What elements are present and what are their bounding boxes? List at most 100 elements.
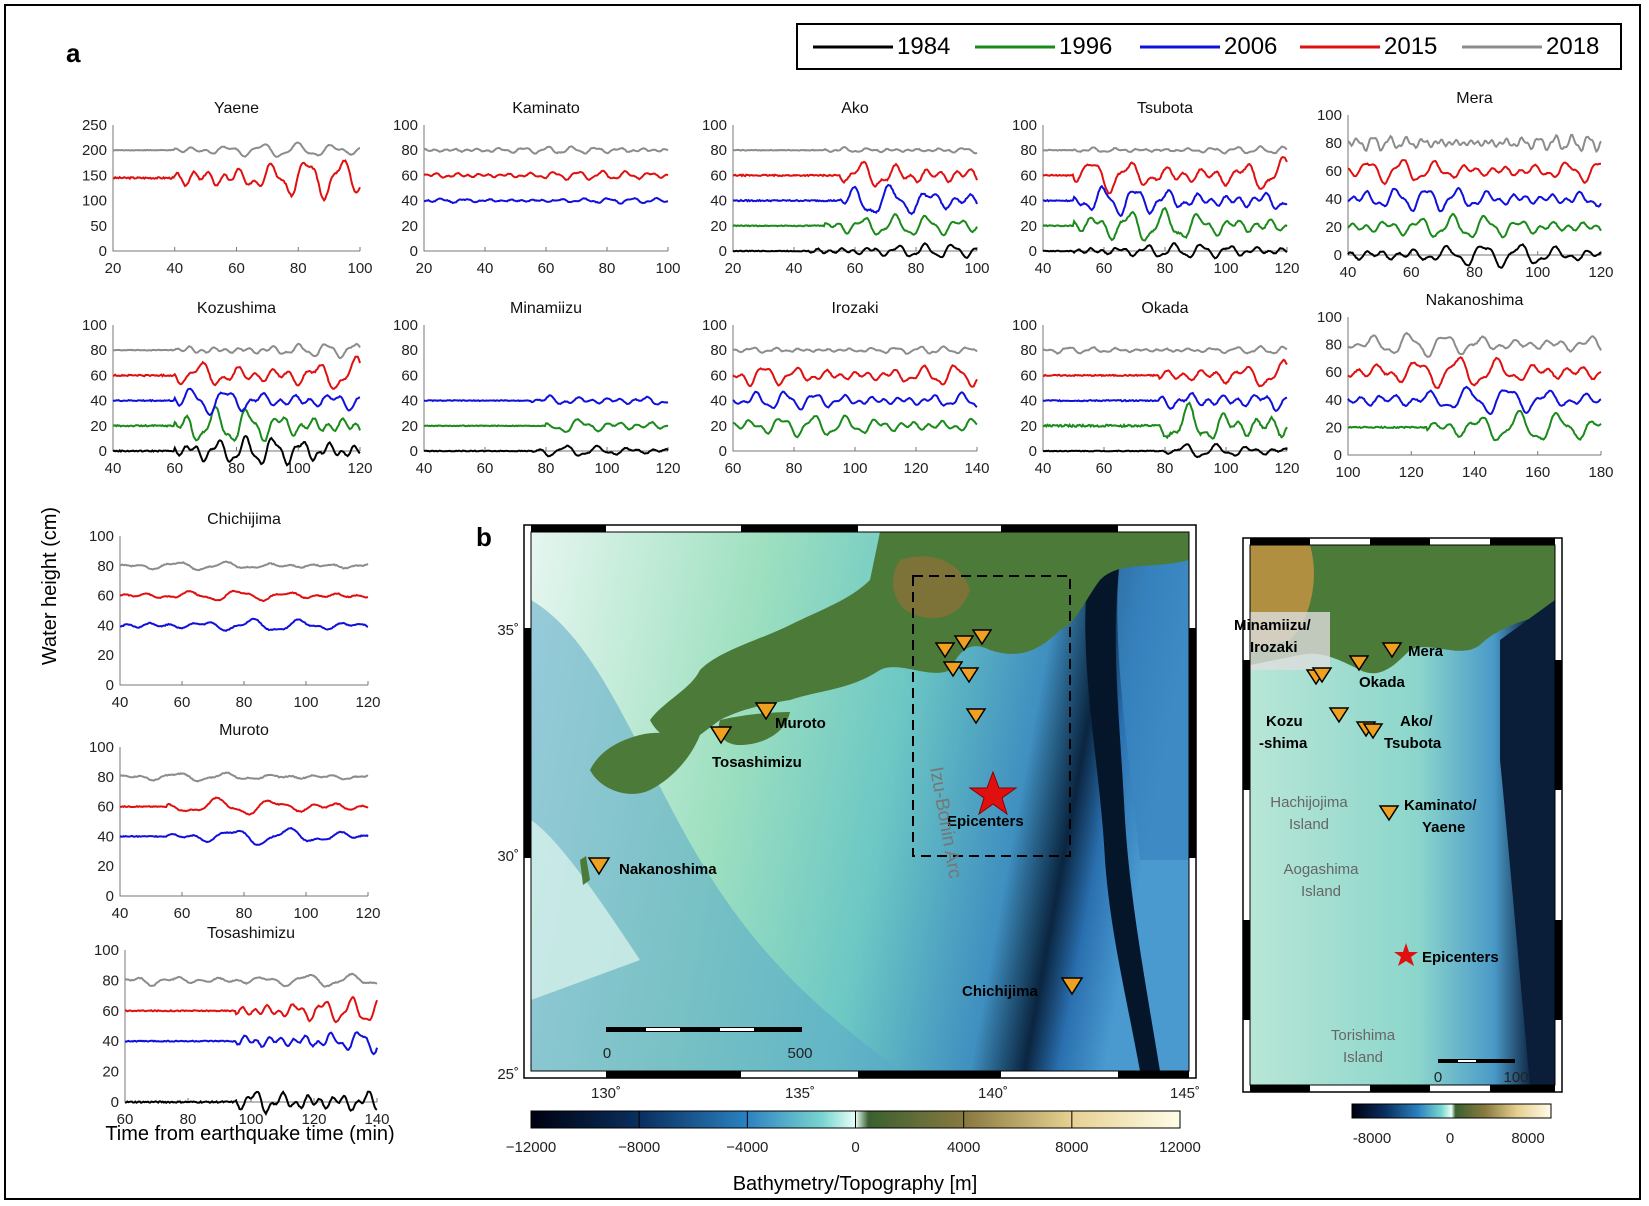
x-tick-label: 80 [290, 260, 307, 277]
x-tick-label: 100 [238, 1111, 263, 1128]
series-2006 [424, 394, 669, 406]
series-2015 [119, 589, 369, 603]
y-tick-label: 100 [89, 528, 114, 545]
inset-label-tsubota: Tsubota [1384, 735, 1442, 752]
inset-scale-bar [1438, 1059, 1515, 1063]
y-tick-label: 80 [710, 342, 727, 359]
panel-irozaki: Irozaki 60 80 100 120 140 0 20 40 60 80 100 [702, 300, 990, 477]
x-tick-label: 100 [655, 260, 680, 277]
panel-axes [119, 536, 368, 686]
y-tick-label: 80 [1020, 142, 1037, 159]
x-tick-label: 40 [1035, 460, 1052, 477]
panel-yaene: Yaene 20 40 60 80 100 0 50 100 150 200 250 [82, 100, 373, 277]
lon-tick-145: 145˚ [1170, 1085, 1200, 1102]
inset-label-mera: Mera [1408, 643, 1444, 660]
y-tick-label: 0 [106, 888, 114, 905]
y-tick-label: 80 [710, 142, 727, 159]
y-tick-label: 20 [1325, 419, 1342, 436]
y-tick-label: 80 [97, 769, 114, 786]
main-colorbar: −12000 −8000 −4000 0 4000 8000 12000 Bathymetr… [506, 1110, 1201, 1195]
panel-muroto: Muroto 40 60 80 100 120 0 20 40 60 80 100 [89, 722, 381, 922]
y-tick-label: 40 [1020, 393, 1037, 410]
y-tick-label: 100 [702, 117, 727, 134]
panel-mera: Mera 40 60 80 100 120 0 20 40 60 80 100 [1317, 90, 1614, 281]
inset-label-okada: Okada [1359, 674, 1406, 691]
y-tick-label: 20 [401, 218, 418, 235]
y-tick-label: 100 [94, 942, 119, 959]
series-1996 [1042, 401, 1288, 440]
x-tick-label: 120 [1399, 464, 1424, 481]
series-2006 [112, 387, 361, 417]
series-1984 [112, 434, 361, 467]
series-2006 [732, 183, 978, 216]
y-tick-label: 100 [702, 317, 727, 334]
y-tick-label: 40 [1020, 193, 1037, 210]
inset-label-minamiizu: Minamiizu/ [1234, 617, 1312, 634]
y-tick-label: 0 [719, 443, 727, 460]
inset-island-hachijojima-2: Island [1289, 816, 1329, 833]
panel-title: Tosashimizu [207, 925, 295, 942]
series-1996 [732, 212, 978, 237]
inset-island-aogashima-2: Island [1301, 883, 1341, 900]
inset-island-aogashima: Aogashima [1283, 861, 1359, 878]
x-tick-label: 80 [236, 905, 253, 922]
series-2018 [120, 560, 369, 572]
y-tick-label: 60 [97, 799, 114, 816]
x-tick-label: 40 [786, 260, 803, 277]
series-2018 [1042, 145, 1288, 155]
y-tick-label: 80 [1325, 337, 1342, 354]
x-tick-label: 100 [293, 694, 318, 711]
panel-chichijima: Chichijima 40 60 80 100 120 0 20 40 60 80 100 [89, 511, 381, 711]
series-1996 [1347, 212, 1602, 239]
inset-cb-tick-0: 0 [1446, 1130, 1454, 1147]
series-2006 [124, 1031, 378, 1056]
series-2018 [733, 345, 978, 355]
x-tick-label: 60 [538, 260, 555, 277]
series-2015 [1042, 156, 1288, 195]
panel-title: Okada [1141, 300, 1188, 317]
inset-epicenter-star [1394, 943, 1418, 966]
station-label-muroto: Muroto [775, 715, 826, 732]
y-tick-label: 60 [401, 167, 418, 184]
x-tick-label: 60 [477, 460, 494, 477]
x-tick-label: 60 [1096, 260, 1113, 277]
x-tick-label: 120 [1274, 260, 1299, 277]
series-1996 [112, 405, 361, 442]
x-tick-label: 80 [1466, 264, 1483, 281]
series-2015 [732, 160, 978, 188]
series-2018 [1347, 331, 1602, 358]
y-tick-label: 0 [410, 443, 418, 460]
series-2006 [1347, 186, 1602, 213]
y-tick-label: 100 [1317, 309, 1342, 326]
x-tick-label: 100 [1335, 464, 1360, 481]
x-tick-label: 20 [725, 260, 742, 277]
y-tick-label: 20 [710, 418, 727, 435]
inset-epicenter-label: Epicenters [1422, 949, 1499, 966]
series-2018 [732, 146, 978, 155]
y-tick-label: 150 [82, 167, 107, 184]
y-tick-label: 40 [102, 1033, 119, 1050]
series-1996 [1042, 206, 1288, 242]
inset-map: Minamiizu/ Irozaki Mera Okada Kozu -shim… [1234, 537, 1563, 1093]
lon-tick-140: 140˚ [978, 1085, 1008, 1102]
panel-title: Yaene [214, 100, 259, 117]
scale-label-0: 0 [603, 1045, 611, 1062]
y-tick-label: 0 [1334, 247, 1342, 264]
lat-tick-30: 30˚ [497, 848, 519, 865]
legend-label-2015: 2015 [1384, 33, 1437, 60]
y-tick-label: 60 [1325, 163, 1342, 180]
panel-title: Muroto [219, 722, 269, 739]
panel-title: Chichijima [207, 511, 281, 528]
y-tick-label: 100 [393, 117, 418, 134]
x-tick-label: 40 [1340, 264, 1357, 281]
legend: 1984 1996 2006 2015 2018 [796, 23, 1622, 70]
y-tick-label: 20 [97, 858, 114, 875]
y-tick-label: 0 [1029, 243, 1037, 260]
x-tick-label: 80 [1157, 460, 1174, 477]
y-tick-label: 80 [102, 972, 119, 989]
x-tick-label: 40 [112, 905, 129, 922]
y-tick-label: 40 [401, 393, 418, 410]
y-tick-label: 40 [1325, 191, 1342, 208]
